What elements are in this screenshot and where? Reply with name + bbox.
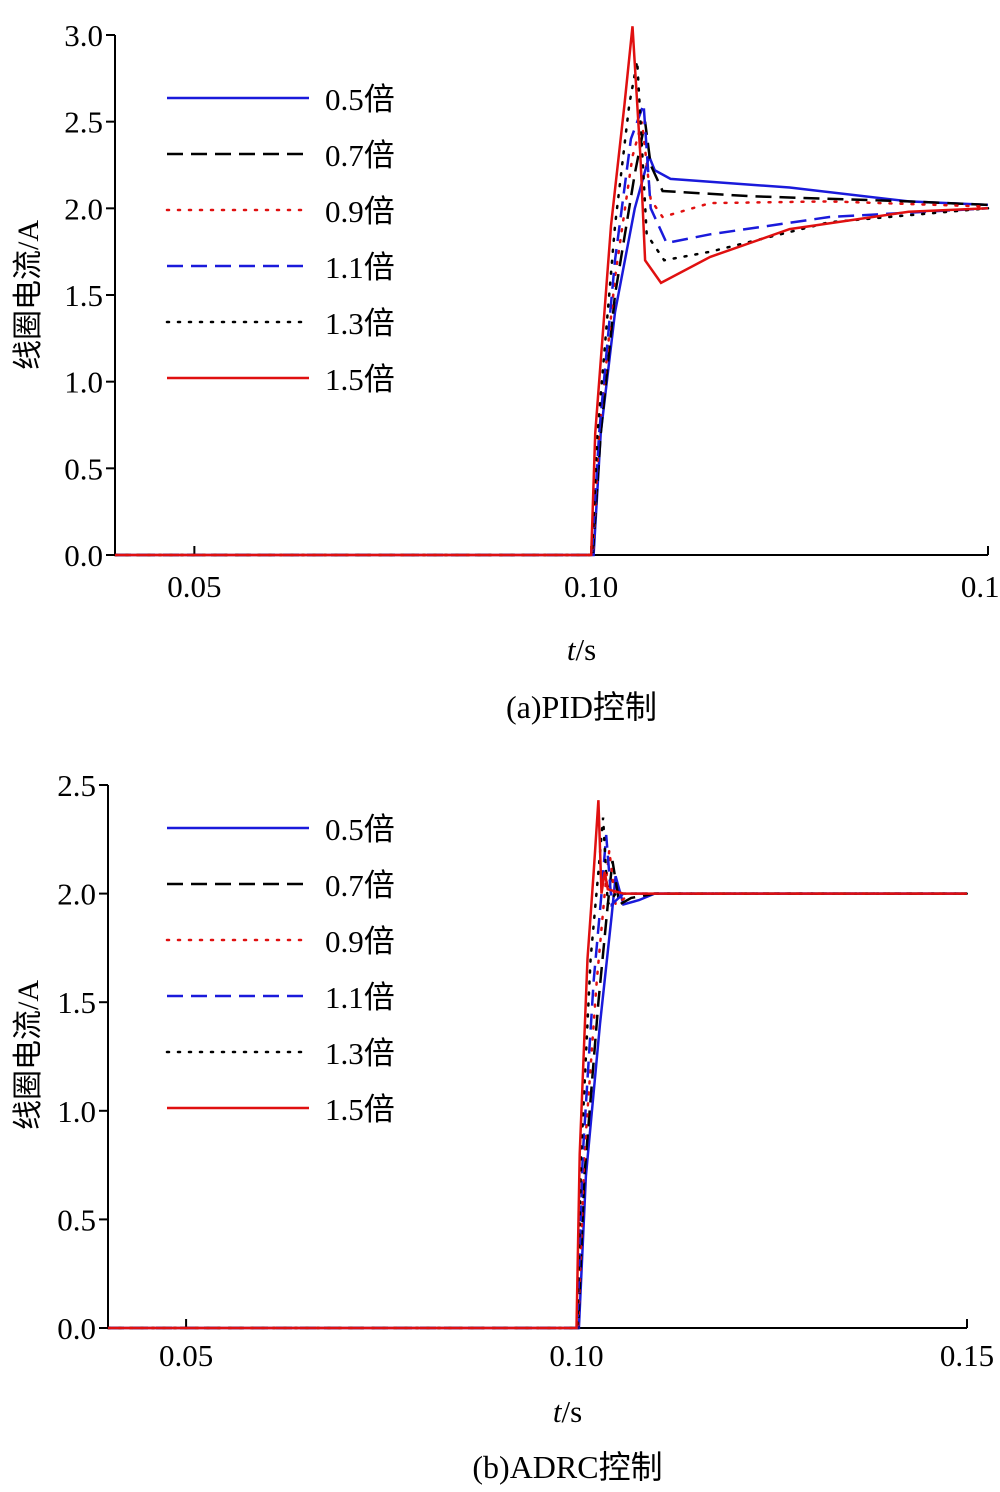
y-tick-label: 3.0: [64, 18, 103, 53]
y-tick-label: 1.5: [57, 985, 96, 1020]
chart-caption: (a)PID控制: [506, 689, 657, 725]
y-tick-label: 0.5: [64, 451, 103, 486]
y-tick-label: 2.0: [57, 877, 96, 912]
legend-label: 0.9倍: [325, 924, 395, 959]
x-axis-label: t/s: [567, 632, 596, 667]
legend-label: 0.7倍: [325, 138, 395, 173]
y-axis-label: 线圈电流/A: [12, 980, 45, 1130]
series-line-0.5倍: [108, 875, 967, 1330]
series-line-0.9倍: [113, 121, 990, 557]
y-tick-label: 2.5: [57, 768, 96, 803]
y-axis-label: 线圈电流/A: [12, 220, 45, 370]
legend-label: 1.5倍: [325, 362, 395, 397]
y-tick-label: 0.5: [57, 1202, 96, 1237]
x-axis-label: t/s: [553, 1394, 582, 1429]
series-line-0.7倍: [108, 860, 967, 1330]
chart-a: 0.0 0.5 1.0 1.5 2.0 2.5 3.0 0.05 0.10 0.15 t/s 线圈电流…: [12, 18, 1000, 725]
chart-caption: (b)ADRC控制: [472, 1449, 662, 1485]
series-line-0.9倍: [106, 850, 969, 1330]
legend-label: 1.1倍: [325, 980, 395, 1015]
series-line-1.5倍: [108, 800, 967, 1330]
y-tick-label: 1.5: [64, 278, 103, 313]
series-line-0.7倍: [115, 121, 989, 557]
legend-label: 1.5倍: [325, 1092, 395, 1127]
x-tick-label: 0.15: [961, 569, 1000, 604]
chart-b: 0.0 0.5 1.0 1.5 2.0 2.5 0.05 0.10 0.15 t/s 线圈电流/A (…: [12, 768, 994, 1485]
legend-label: 1.3倍: [325, 1036, 395, 1071]
y-tick-label: 1.0: [57, 1094, 96, 1129]
y-tick-label: 0.0: [64, 538, 103, 573]
x-tick-label: 0.05: [159, 1338, 213, 1373]
series-line-1.1倍: [115, 103, 989, 557]
x-tick-label: 0.10: [564, 569, 618, 604]
y-tick-label: 2.0: [64, 191, 103, 226]
series-line-0.5倍: [115, 152, 989, 557]
x-tick-label: 0.15: [940, 1338, 994, 1373]
y-tick-label: 2.5: [64, 105, 103, 140]
legend-label: 1.1倍: [325, 250, 395, 285]
legend-label: 0.7倍: [325, 868, 395, 903]
legend-label: 0.5倍: [325, 82, 395, 117]
legend-label: 0.9倍: [325, 194, 395, 229]
series-line-1.1倍: [108, 834, 967, 1330]
legend-label: 1.3倍: [325, 306, 395, 341]
y-tick-label: 0.0: [57, 1311, 96, 1346]
series-line-1.3倍: [113, 60, 990, 557]
series-line-1.5倍: [115, 26, 989, 557]
y-tick-label: 1.0: [64, 365, 103, 400]
legend-label: 0.5倍: [325, 812, 395, 847]
x-tick-label: 0.10: [549, 1338, 603, 1373]
x-tick-label: 0.05: [167, 569, 221, 604]
